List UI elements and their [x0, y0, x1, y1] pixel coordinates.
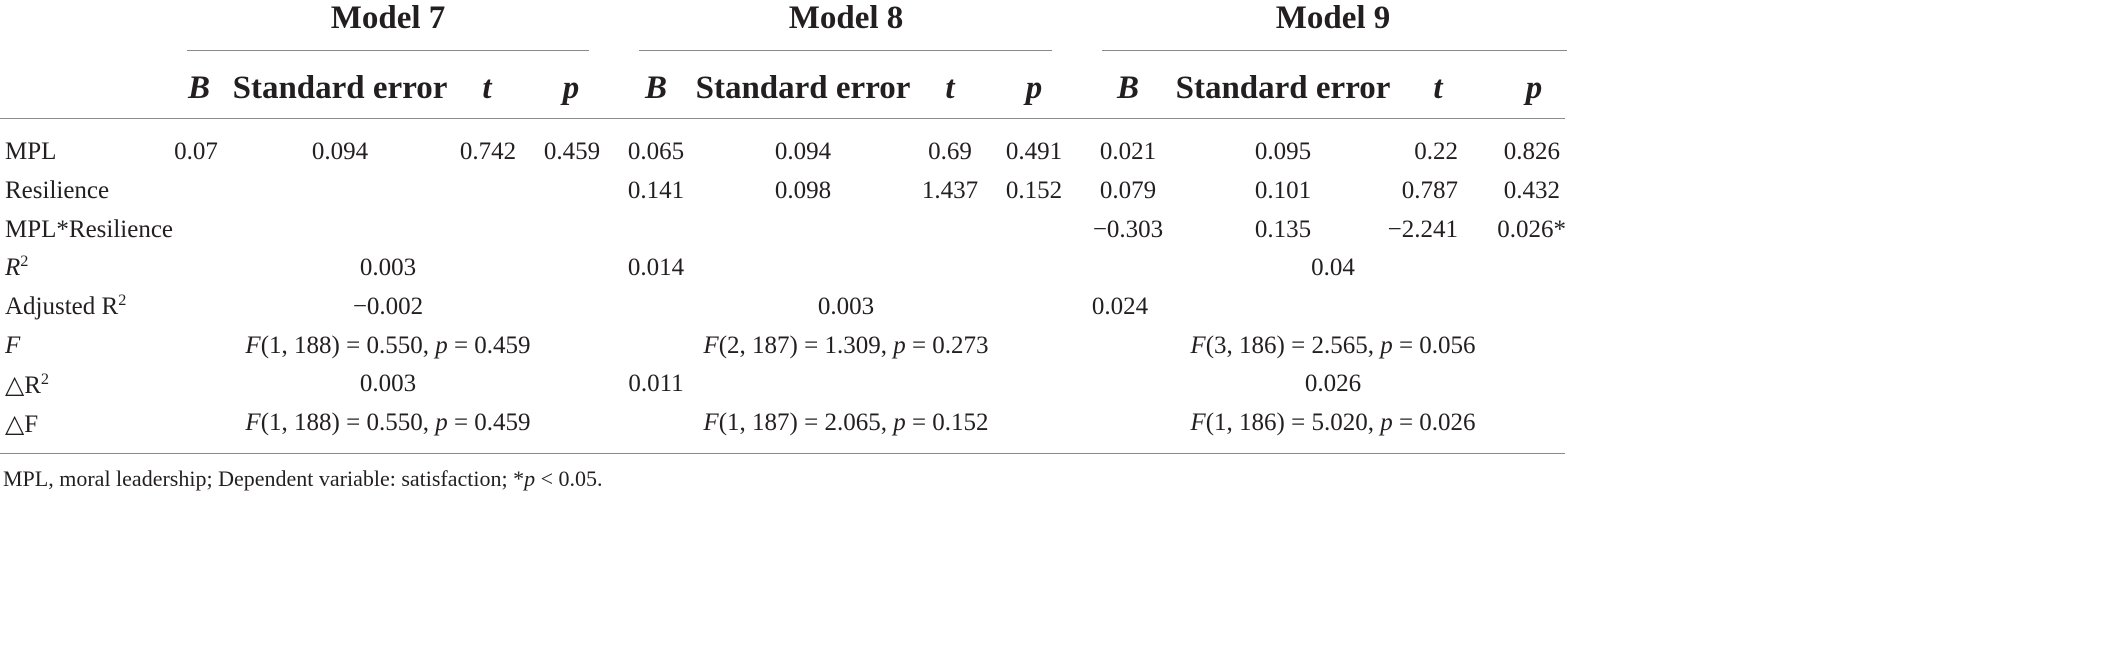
cell: F(1, 186) = 5.020, p = 0.026 [1190, 409, 1476, 436]
cell: 0.141 [627, 177, 685, 204]
row-label-delta-r2: △R2 [5, 370, 50, 399]
model-7-header: Model 7 [330, 0, 446, 36]
m8-b-header: B [644, 70, 668, 106]
cell: 0.826 [1503, 138, 1560, 165]
cell: 0.432 [1503, 177, 1560, 204]
table-footnote: MPL, moral leadership; Dependent variabl… [3, 466, 603, 491]
row-label-r2: R2 [5, 252, 29, 281]
cell: 0.094 [311, 138, 369, 165]
cell: 0.098 [774, 177, 832, 204]
cell: 0.04 [1311, 254, 1355, 281]
model-8-underline [639, 50, 1052, 51]
model-9-underline [1102, 50, 1567, 51]
cell: 0.079 [1099, 177, 1157, 204]
cell: 0.065 [627, 138, 685, 165]
m7-p-header: p [562, 70, 580, 106]
cell: 0.003 [817, 293, 875, 320]
cell: −2.241 [1387, 216, 1458, 243]
m9-p-header: p [1525, 70, 1543, 106]
model-7-underline [187, 50, 589, 51]
bottom-rule [0, 453, 1565, 454]
cell: 0.003 [359, 370, 417, 397]
delta-r2-label-text: △R [5, 372, 41, 399]
row-label-delta-f: △F [5, 411, 39, 438]
cell: F(3, 186) = 2.565, p = 0.056 [1190, 332, 1476, 359]
cell: −0.002 [352, 293, 424, 320]
cell: 0.011 [628, 370, 684, 397]
cell: 0.021 [1099, 138, 1157, 165]
cell: 0.094 [774, 138, 832, 165]
m7-b-header: B [187, 70, 211, 106]
model-8-header: Model 8 [788, 0, 904, 36]
row-label-resilience: Resilience [5, 177, 110, 204]
row-label-mpl: MPL [5, 138, 57, 165]
row-label-f: F [5, 332, 21, 359]
cell: 0.095 [1254, 138, 1312, 165]
cell: 0.459 [543, 138, 601, 165]
cell: 0.026 [1304, 370, 1362, 397]
m9-b-header: B [1116, 70, 1140, 106]
cell: 0.69 [928, 138, 972, 165]
cell: 0.22 [1414, 138, 1458, 165]
cell: F(2, 187) = 1.309, p = 0.273 [703, 332, 989, 359]
m8-p-header: p [1025, 70, 1043, 106]
cell: 0.026* [1497, 216, 1566, 243]
m8-se-header: Standard error [695, 70, 911, 106]
cell: −0.303 [1092, 216, 1164, 243]
m9-se-header: Standard error [1175, 70, 1391, 106]
adj-r2-label-text: Adjusted R [5, 293, 119, 320]
cell: 0.742 [459, 138, 517, 165]
header-rule [0, 118, 1565, 119]
cell: 0.101 [1254, 177, 1312, 204]
cell: 0.024 [1091, 293, 1149, 320]
row-label-interaction: MPL*Resilience [5, 216, 174, 243]
cell: 0.014 [627, 254, 685, 281]
cell: F(1, 188) = 0.550, p = 0.459 [245, 409, 531, 436]
row-label-adj-r2: Adjusted R2 [5, 291, 127, 320]
cell: 0.003 [359, 254, 417, 281]
cell: F(1, 187) = 2.065, p = 0.152 [703, 409, 989, 436]
m7-t-header: t [482, 70, 492, 106]
cell: 0.135 [1254, 216, 1312, 243]
cell: F(1, 188) = 0.550, p = 0.459 [245, 332, 531, 359]
cell: 0.07 [174, 138, 218, 165]
cell: 0.152 [1005, 177, 1063, 204]
cell: 0.787 [1401, 177, 1458, 204]
cell: 1.437 [921, 177, 979, 204]
model-9-header: Model 9 [1275, 0, 1391, 36]
m9-t-header: t [1433, 70, 1443, 106]
m7-se-header: Standard error [232, 70, 448, 106]
cell: 0.491 [1005, 138, 1063, 165]
m8-t-header: t [945, 70, 955, 106]
